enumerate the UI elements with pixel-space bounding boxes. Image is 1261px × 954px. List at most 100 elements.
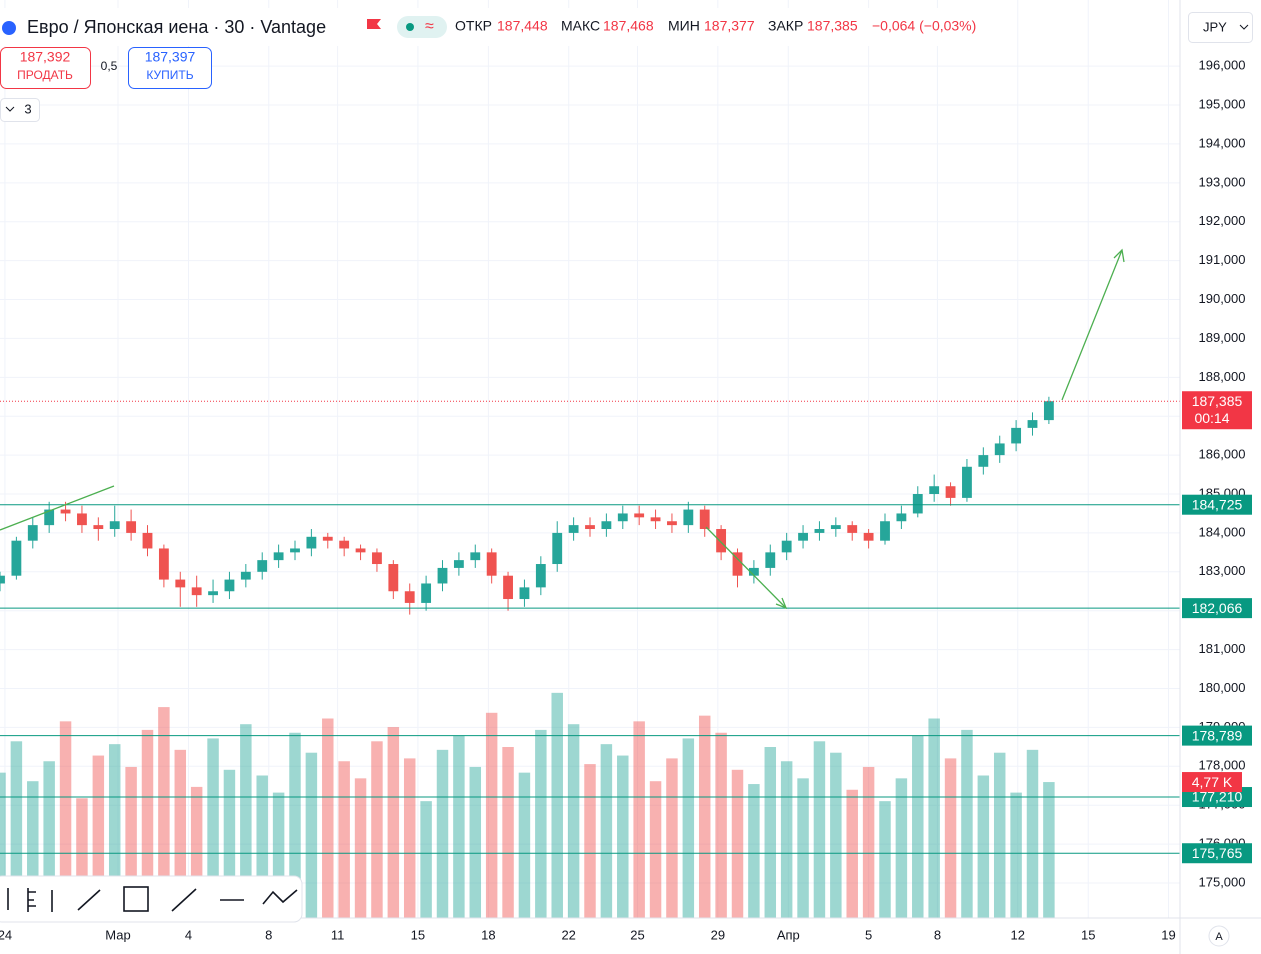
candle-body bbox=[568, 525, 579, 533]
volume-bar bbox=[993, 752, 1006, 918]
volume-bar bbox=[174, 749, 187, 918]
y-tick-label: 191,000 bbox=[1199, 252, 1246, 267]
candle-body bbox=[552, 532, 563, 565]
volume-bar bbox=[469, 766, 482, 918]
status-pill[interactable] bbox=[397, 16, 447, 38]
x-tick-label: 24 bbox=[0, 927, 12, 942]
volume-bar bbox=[1010, 792, 1022, 918]
candle-body bbox=[634, 513, 645, 518]
candle-body bbox=[896, 513, 907, 522]
candle-body bbox=[535, 564, 546, 588]
volume-label: 4,77 K bbox=[1192, 774, 1233, 790]
header-bg bbox=[0, 8, 1000, 46]
candle-body bbox=[142, 532, 153, 549]
drawings bbox=[0, 248, 1125, 610]
volume-bar bbox=[600, 744, 613, 918]
volume-bar bbox=[698, 715, 711, 918]
volume-bar bbox=[289, 732, 301, 918]
volume-tag bbox=[1182, 772, 1242, 793]
ohlc-value: 187,448 bbox=[497, 18, 548, 34]
candle-body bbox=[585, 525, 595, 530]
buy-price: 187,397 bbox=[145, 49, 196, 65]
tool-icon[interactable] bbox=[77, 889, 101, 911]
volume-bar bbox=[567, 724, 580, 918]
candle-body bbox=[404, 591, 415, 603]
x-tick-label: Мар bbox=[105, 927, 130, 942]
volume-bar bbox=[633, 721, 645, 918]
candle-body bbox=[77, 513, 87, 526]
candle-body bbox=[355, 548, 366, 553]
arrow-head bbox=[775, 597, 788, 610]
volume-bar bbox=[518, 772, 531, 918]
volume-bar bbox=[780, 761, 793, 918]
currency-select[interactable] bbox=[1188, 12, 1253, 43]
level-tag bbox=[1182, 494, 1252, 515]
volume-bar bbox=[338, 761, 350, 918]
level-tag bbox=[1182, 843, 1252, 864]
x-tick-label: 8 bbox=[934, 927, 941, 942]
candle-body bbox=[929, 486, 940, 495]
candle-body bbox=[158, 548, 169, 580]
candle-body bbox=[1011, 427, 1022, 444]
ohlc-value: 187,385 bbox=[807, 18, 858, 34]
buy-button[interactable] bbox=[128, 47, 212, 89]
candle-body bbox=[322, 536, 333, 541]
currency: JPY bbox=[1203, 19, 1227, 34]
volume-bar bbox=[748, 784, 760, 918]
sell-label: ПРОДАТЬ bbox=[17, 68, 73, 82]
candle-body bbox=[126, 521, 137, 533]
auto-scale[interactable] bbox=[1208, 925, 1230, 947]
y-tick-label: 181,000 bbox=[1199, 641, 1246, 656]
candle-body bbox=[453, 560, 464, 568]
volume-bar bbox=[190, 786, 203, 918]
x-tick-label: 25 bbox=[630, 927, 644, 942]
candle-body bbox=[421, 583, 432, 603]
candle-body bbox=[880, 521, 890, 541]
level-label: 178,789 bbox=[1192, 727, 1243, 743]
volume-bar bbox=[961, 729, 973, 918]
symbol-icon bbox=[2, 21, 16, 35]
x-tick-label: 15 bbox=[411, 927, 425, 942]
ohlc-label: МАКС bbox=[561, 18, 600, 34]
volume-bar bbox=[944, 758, 957, 918]
volume-bar bbox=[256, 775, 268, 918]
y-tick-label: 188,000 bbox=[1199, 369, 1246, 384]
volume-bar bbox=[43, 761, 55, 918]
volume-bar bbox=[830, 752, 842, 918]
last-price-label: 187,385 bbox=[1192, 393, 1243, 409]
volume-bar bbox=[551, 692, 563, 918]
volume-bar bbox=[453, 735, 465, 918]
candle-body bbox=[683, 509, 694, 526]
arrow-head bbox=[1113, 248, 1125, 263]
sell-button[interactable] bbox=[0, 47, 91, 89]
flag-icon[interactable] bbox=[367, 19, 381, 29]
tool-icon[interactable] bbox=[171, 888, 197, 912]
level-tag bbox=[1182, 725, 1252, 746]
candle-body bbox=[732, 552, 743, 576]
volume-bar bbox=[141, 729, 154, 918]
status-dot bbox=[406, 23, 414, 31]
volume-bar bbox=[879, 801, 891, 918]
tool-icon[interactable] bbox=[123, 886, 149, 912]
x-tick-label: 11 bbox=[331, 927, 345, 942]
candle-body bbox=[503, 575, 513, 600]
indicators-toggle[interactable] bbox=[0, 98, 40, 122]
y-tick-label: 190,000 bbox=[1199, 291, 1246, 306]
tool-icon[interactable] bbox=[27, 888, 36, 912]
candle-body bbox=[1043, 401, 1054, 421]
tool-icon[interactable] bbox=[262, 889, 298, 905]
ohlc-value: 187,468 bbox=[603, 18, 654, 34]
volume-bar bbox=[1026, 749, 1039, 918]
volume-bar bbox=[27, 781, 39, 918]
volume-bar bbox=[158, 707, 170, 918]
candle-body bbox=[962, 466, 972, 498]
symbol-title[interactable]: Евро / Японская иена · 30 · Vantage bbox=[27, 17, 326, 37]
x-tick-label: 4 bbox=[185, 927, 192, 942]
level-label: 182,066 bbox=[1192, 600, 1243, 616]
ohlc-label: ОТКР bbox=[455, 18, 492, 34]
volume-bar bbox=[272, 792, 285, 918]
candle-body bbox=[765, 552, 776, 568]
x-tick-label: 12 bbox=[1011, 927, 1025, 942]
ohlc-label: ЗАКР bbox=[768, 18, 803, 34]
